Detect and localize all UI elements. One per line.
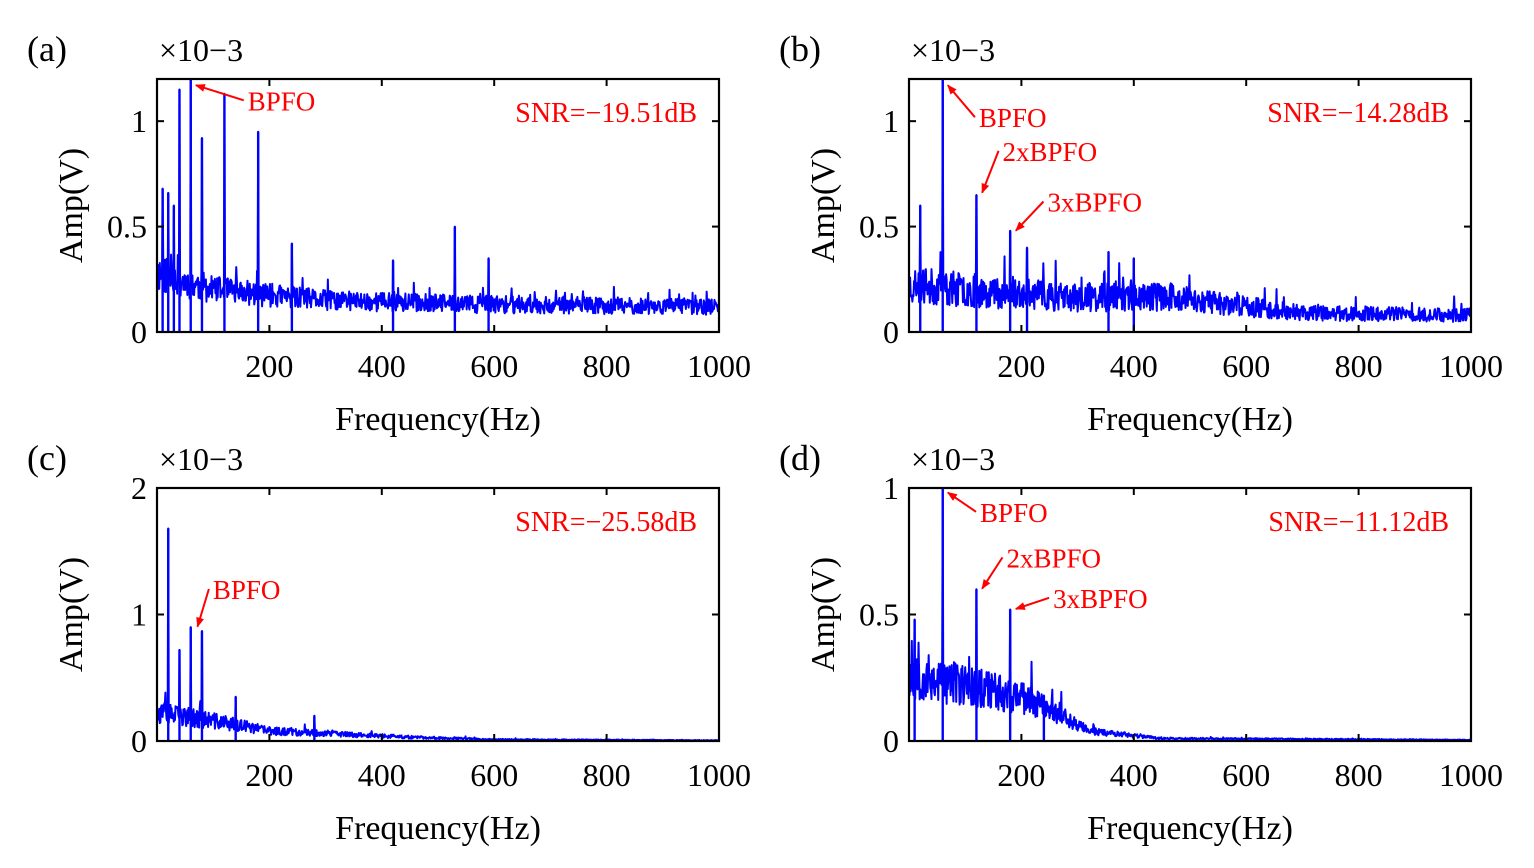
y-tick-label: 1 <box>883 470 899 506</box>
x-axis-label: Frequency(Hz) <box>335 401 541 438</box>
annotation-label: BPFO <box>213 575 281 605</box>
y-tick-label: 0.5 <box>107 209 147 245</box>
x-tick-label: 600 <box>1222 757 1270 793</box>
panel-b: (b) ×10−3 200 400 600 800 1000 0 0.5 1 Frequency(H… <box>779 29 1503 438</box>
x-tick-label: 800 <box>583 757 631 793</box>
y-tick-label: 1 <box>131 103 147 139</box>
spectrum-line <box>156 78 720 316</box>
x-tick-label: 800 <box>1335 348 1383 384</box>
x-tick-label: 600 <box>470 348 518 384</box>
panel-a: (a) ×10−3 200 400 600 800 1000 0 0.5 1 Frequency(H… <box>27 29 751 438</box>
y-tick-label: 0 <box>131 314 147 350</box>
axis-exponent: ×10−3 <box>159 32 243 68</box>
x-tick-label: 400 <box>358 757 406 793</box>
x-tick-label: 400 <box>358 348 406 384</box>
y-tick-label: 0.5 <box>859 209 899 245</box>
annotation-arrow <box>1015 200 1045 232</box>
x-tick-label: 600 <box>470 757 518 793</box>
y-axis-label: Amp(V) <box>805 557 842 672</box>
annotation-arrow <box>1014 596 1050 610</box>
x-axis-label: Frequency(Hz) <box>1087 401 1293 438</box>
axis-exponent: ×10−3 <box>911 441 995 477</box>
y-tick-label: 0.5 <box>859 597 899 633</box>
axis-exponent: ×10−3 <box>159 441 243 477</box>
panel-label: (d) <box>779 438 821 478</box>
annotation-label: 3xBPFO <box>1048 188 1143 218</box>
snr-label: SNR=−14.28dB <box>1267 98 1449 129</box>
panel-label: (a) <box>27 29 67 69</box>
annotation-arrow <box>947 84 976 118</box>
axes-box <box>907 77 1473 334</box>
x-tick-label: 1000 <box>1439 348 1503 384</box>
spectrum-line <box>156 527 720 742</box>
annotation-arrow <box>981 150 1000 194</box>
y-axis-label: Amp(V) <box>805 148 842 263</box>
snr-label: SNR=−11.12dB <box>1268 507 1449 538</box>
panel-label: (b) <box>779 29 821 69</box>
x-tick-label: 200 <box>997 757 1045 793</box>
x-tick-label: 400 <box>1110 348 1158 384</box>
spectrum-line <box>908 78 1472 323</box>
spectrum-line <box>908 487 1472 742</box>
axes-box <box>155 77 721 334</box>
annotation-label: 2xBPFO <box>1003 137 1098 167</box>
snr-label: SNR=−19.51dB <box>515 98 697 129</box>
x-axis-label: Frequency(Hz) <box>335 810 541 847</box>
x-tick-label: 800 <box>583 348 631 384</box>
x-tick-label: 200 <box>245 757 293 793</box>
annotation-label: 2xBPFO <box>1006 543 1101 573</box>
x-tick-label: 800 <box>1335 757 1383 793</box>
annotation-arrow <box>194 84 245 102</box>
x-tick-label: 1000 <box>1439 757 1503 793</box>
panel-d: (d) ×10−3 200 400 600 800 1000 0 0.5 1 Frequency(H… <box>779 438 1503 847</box>
annotation-arrow <box>981 556 1004 590</box>
annotation-label: BPFO <box>979 103 1047 133</box>
annotation-label: BPFO <box>980 498 1048 528</box>
annotation-arrow <box>947 491 977 513</box>
panel-c: (c) ×10−3 200 400 600 800 1000 0 1 2 Frequency(Hz)… <box>27 438 751 847</box>
annotation-label: BPFO <box>248 86 316 116</box>
x-axis-label: Frequency(Hz) <box>1087 810 1293 847</box>
panel-label: (c) <box>27 438 67 478</box>
axis-exponent: ×10−3 <box>911 32 995 68</box>
y-tick-label: 0 <box>883 723 899 759</box>
y-tick-label: 2 <box>131 470 147 506</box>
x-tick-label: 1000 <box>687 757 751 793</box>
y-tick-label: 1 <box>131 597 147 633</box>
x-tick-label: 200 <box>245 348 293 384</box>
y-tick-label: 1 <box>883 103 899 139</box>
y-tick-label: 0 <box>883 314 899 350</box>
y-axis-label: Amp(V) <box>53 557 90 672</box>
y-tick-label: 0 <box>131 723 147 759</box>
annotation-label: 3xBPFO <box>1053 584 1148 614</box>
y-axis-label: Amp(V) <box>53 148 90 263</box>
annotation-arrow <box>196 588 210 628</box>
x-tick-label: 200 <box>997 348 1045 384</box>
snr-label: SNR=−25.58dB <box>515 507 697 538</box>
x-tick-label: 1000 <box>687 348 751 384</box>
x-tick-label: 400 <box>1110 757 1158 793</box>
x-tick-label: 600 <box>1222 348 1270 384</box>
